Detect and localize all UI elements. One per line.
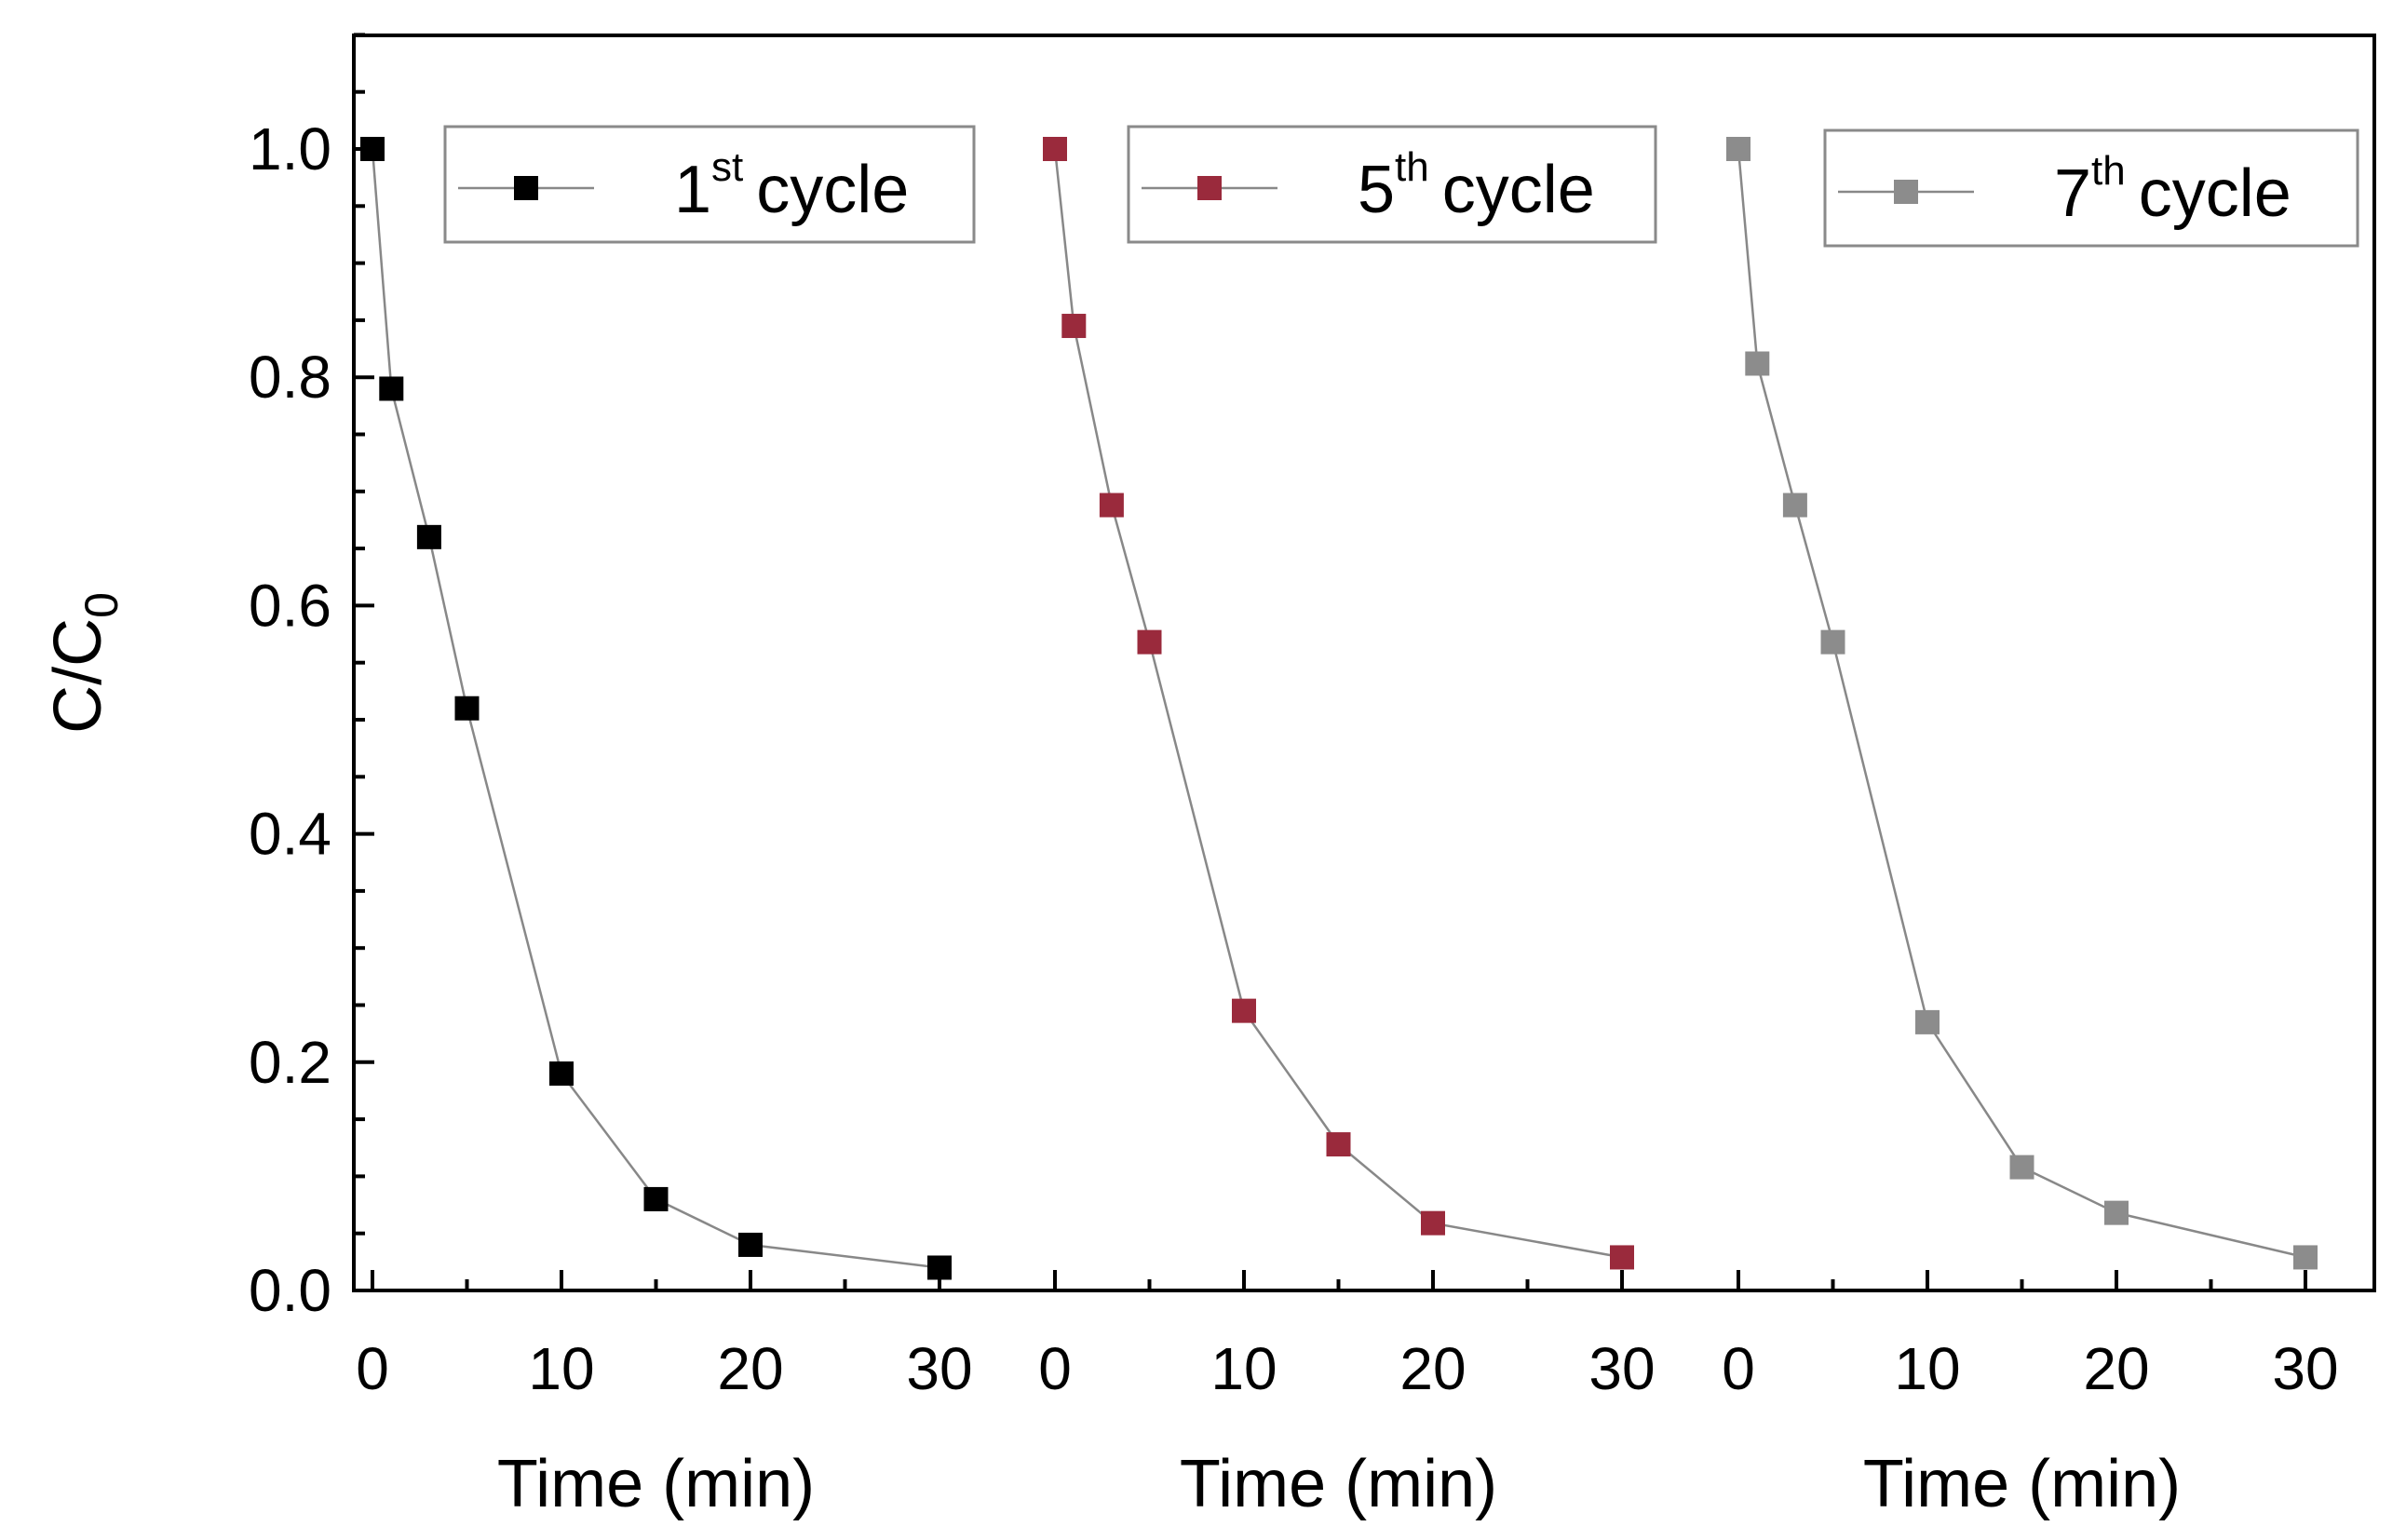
legend-number: 5	[1358, 153, 1395, 227]
x-tick-label: 30	[1588, 1335, 1655, 1402]
data-point	[1043, 137, 1067, 161]
x-tick-label: 30	[906, 1335, 972, 1402]
legend-number: 7	[2054, 156, 2091, 231]
data-point	[2104, 1200, 2129, 1225]
data-point	[1137, 629, 1162, 655]
x-axis-title: Time (min)	[497, 1447, 815, 1521]
y-tick-label: 0.4	[249, 801, 331, 868]
x-tick-label: 10	[528, 1335, 594, 1402]
x-axis-title: Time (min)	[1180, 1447, 1497, 1521]
legend-1: 1st cycle	[443, 125, 976, 244]
data-point	[738, 1232, 763, 1257]
data-point	[454, 696, 480, 721]
series-line	[1053, 148, 1623, 1259]
y-tick-label: 0.8	[249, 344, 331, 411]
y-tick-label: 1.0	[249, 115, 331, 182]
data-point	[379, 376, 404, 401]
series-1	[360, 137, 952, 1280]
data-point	[1232, 998, 1256, 1023]
legend-marker	[1197, 176, 1222, 200]
legend-2: 5th cycle	[1127, 125, 1657, 244]
data-point	[1421, 1210, 1445, 1236]
data-point	[1099, 493, 1124, 518]
series-2	[1043, 137, 1634, 1270]
legend-label: 7th cycle	[2054, 148, 2291, 231]
y-tick-label: 0.6	[249, 572, 331, 639]
x-axis-title: Time (min)	[1863, 1447, 2181, 1521]
data-point	[1820, 629, 1845, 655]
legend-marker	[1894, 180, 1918, 204]
y-tick-label: 0.0	[249, 1257, 331, 1324]
legend-3: 7th cycle	[1823, 128, 2359, 248]
data-point	[1745, 351, 1770, 376]
legend-label: 1st cycle	[674, 144, 909, 227]
x-tick-label: 10	[1894, 1335, 1960, 1402]
y-axis-title: C/C0	[41, 592, 128, 734]
legend-number: 1	[674, 153, 711, 227]
x-tick-label: 0	[356, 1335, 389, 1402]
data-point	[549, 1061, 574, 1087]
data-point	[1061, 314, 1087, 339]
x-tick-label: 0	[1038, 1335, 1072, 1402]
legend-layer: 1st cycle 5th cycle 7th cycle	[443, 125, 2359, 248]
legend-word: cycle	[756, 153, 909, 227]
data-point	[2293, 1245, 2318, 1270]
series-line	[371, 148, 940, 1269]
series-line	[1737, 148, 2306, 1259]
data-point	[1915, 1009, 1940, 1034]
x-tick-label: 30	[2272, 1335, 2338, 1402]
x-tick-label: 20	[2083, 1335, 2149, 1402]
x-tick-label: 10	[1210, 1335, 1277, 1402]
legend-superscript: th	[2091, 148, 2126, 194]
x-tick-label: 0	[1722, 1335, 1755, 1402]
data-point	[1326, 1132, 1351, 1157]
data-point	[1726, 137, 1750, 161]
data-point	[416, 524, 441, 549]
legend-superscript: th	[1395, 144, 1429, 190]
series-3	[1726, 137, 2318, 1270]
data-point	[360, 137, 385, 161]
x-tick-label: 20	[717, 1335, 783, 1402]
legend-label: 5th cycle	[1358, 144, 1595, 227]
series-layer	[360, 137, 2318, 1280]
data-point	[1610, 1245, 1634, 1270]
legend-superscript: st	[711, 144, 743, 190]
data-point	[927, 1255, 952, 1280]
legend-marker	[514, 176, 538, 200]
y-axis-title-subscript: 0	[75, 592, 128, 618]
legend-word: cycle	[2139, 156, 2291, 231]
data-point	[643, 1186, 669, 1211]
x-tick-label: 20	[1399, 1335, 1466, 1402]
y-tick-label: 0.2	[249, 1029, 331, 1096]
data-point	[2009, 1155, 2034, 1180]
data-point	[1782, 493, 1807, 518]
legend-word: cycle	[1442, 153, 1595, 227]
